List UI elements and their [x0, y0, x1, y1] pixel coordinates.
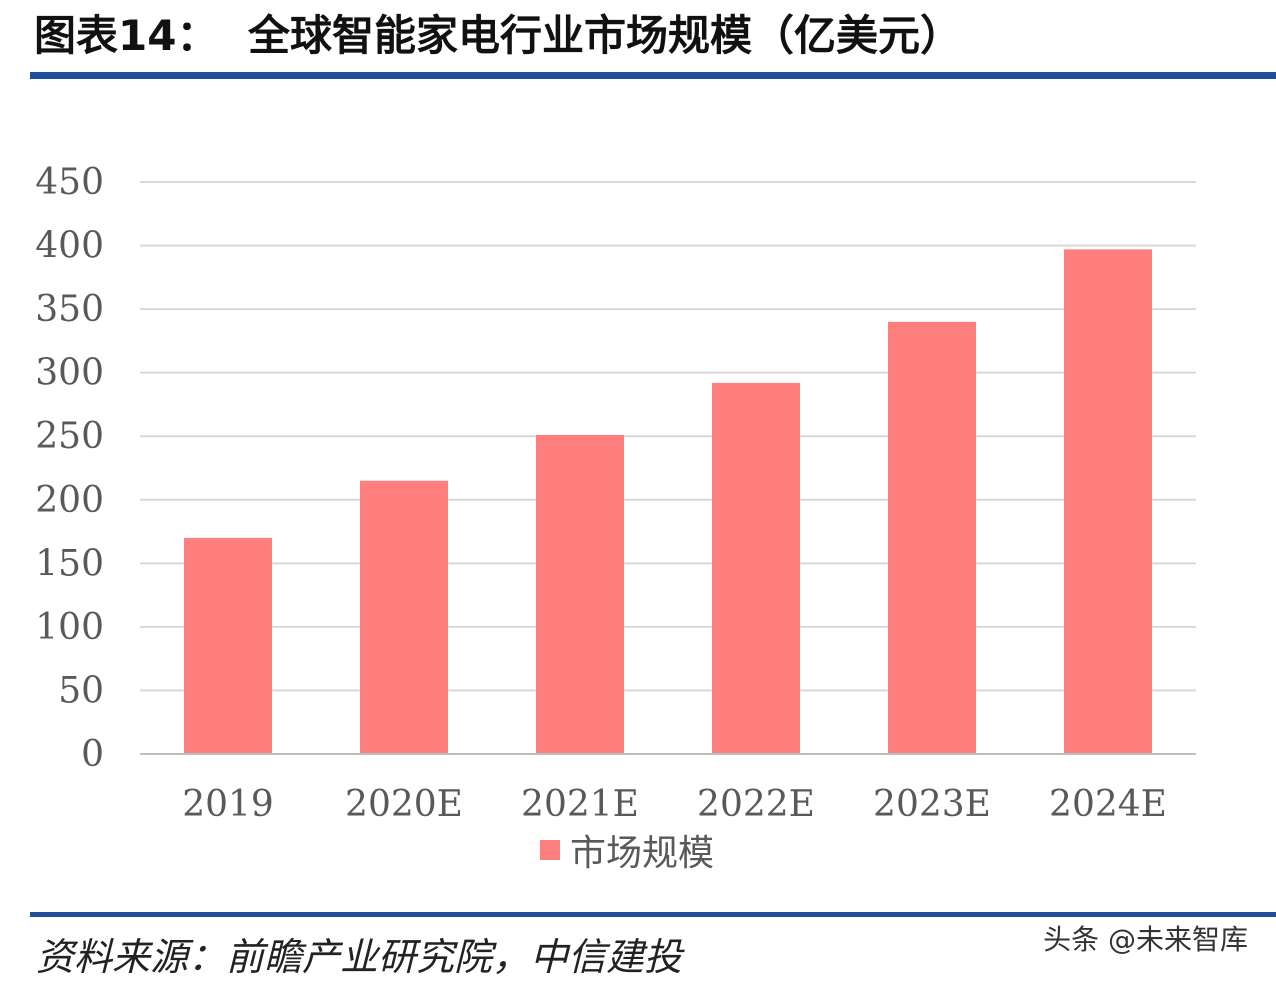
bar-2019 — [184, 537, 272, 754]
figure-header: 图表14： 全球智能家电行业市场规模（亿美元） — [0, 0, 1276, 84]
x-tick-label: 2022E — [697, 784, 815, 825]
bar-2021e — [536, 434, 624, 754]
y-tick-label: 200 — [35, 480, 104, 521]
y-tick-label: 100 — [35, 607, 104, 648]
y-tick-label: 250 — [35, 416, 104, 457]
y-tick-label: 450 — [35, 162, 104, 203]
source-note: 资料来源：前瞻产业研究院，中信建投 — [36, 935, 683, 979]
gridlines — [140, 181, 1196, 692]
header-rule — [30, 72, 1276, 79]
y-tick-label: 350 — [35, 289, 104, 330]
figure-label: 图表14： — [34, 11, 219, 60]
legend-swatch — [540, 840, 560, 860]
bar-2023e — [888, 321, 976, 754]
y-tick-label: 300 — [35, 353, 104, 394]
figure-title: 全球智能家电行业市场规模（亿美元） — [248, 11, 963, 60]
legend-label: 市场规模 — [570, 833, 715, 874]
y-tick-label: 400 — [35, 226, 104, 267]
y-tick-label: 0 — [81, 734, 104, 775]
bars — [184, 249, 1152, 754]
bar-2024e — [1064, 249, 1152, 754]
x-tick-label: 2020E — [345, 784, 463, 825]
bar-2020e — [360, 480, 448, 754]
x-tick-label: 2023E — [873, 784, 991, 825]
x-axis-labels: 2019 2020E 2021E 2022E 2023E 2024E — [182, 784, 1167, 825]
x-tick-label: 2019 — [182, 784, 274, 825]
y-tick-label: 150 — [35, 543, 104, 584]
x-tick-label: 2021E — [521, 784, 639, 825]
x-tick-label: 2024E — [1049, 784, 1167, 825]
y-axis-ticks: 0 50 100 150 200 250 300 350 400 450 — [35, 162, 104, 775]
watermark: 头条 @未来智库 — [1043, 923, 1248, 956]
bar-2022e — [712, 382, 800, 754]
footer-rule — [30, 912, 1276, 917]
y-tick-label: 50 — [58, 670, 104, 711]
chart-legend: 市场规模 — [540, 826, 714, 874]
